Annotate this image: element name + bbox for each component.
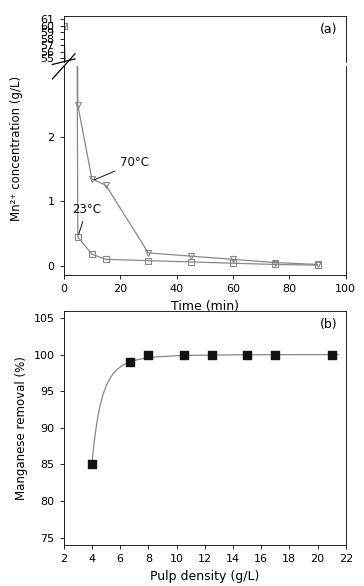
Text: (b): (b)	[320, 318, 337, 331]
Text: 23°C: 23°C	[72, 203, 101, 234]
Point	[181, 350, 186, 359]
Point	[272, 350, 278, 359]
Text: 70°C: 70°C	[95, 156, 149, 180]
Point	[244, 350, 250, 359]
X-axis label: Pulp density (g/L): Pulp density (g/L)	[150, 570, 260, 582]
Y-axis label: Manganese removal (%): Manganese removal (%)	[15, 356, 28, 500]
Text: (a): (a)	[320, 23, 337, 36]
Point	[146, 350, 151, 359]
Text: Mn²⁺ concentration (g/L): Mn²⁺ concentration (g/L)	[10, 76, 23, 220]
Point	[329, 350, 335, 359]
Point	[209, 350, 215, 359]
Point	[89, 459, 95, 469]
Point	[127, 357, 133, 367]
X-axis label: Time (min): Time (min)	[171, 300, 239, 313]
